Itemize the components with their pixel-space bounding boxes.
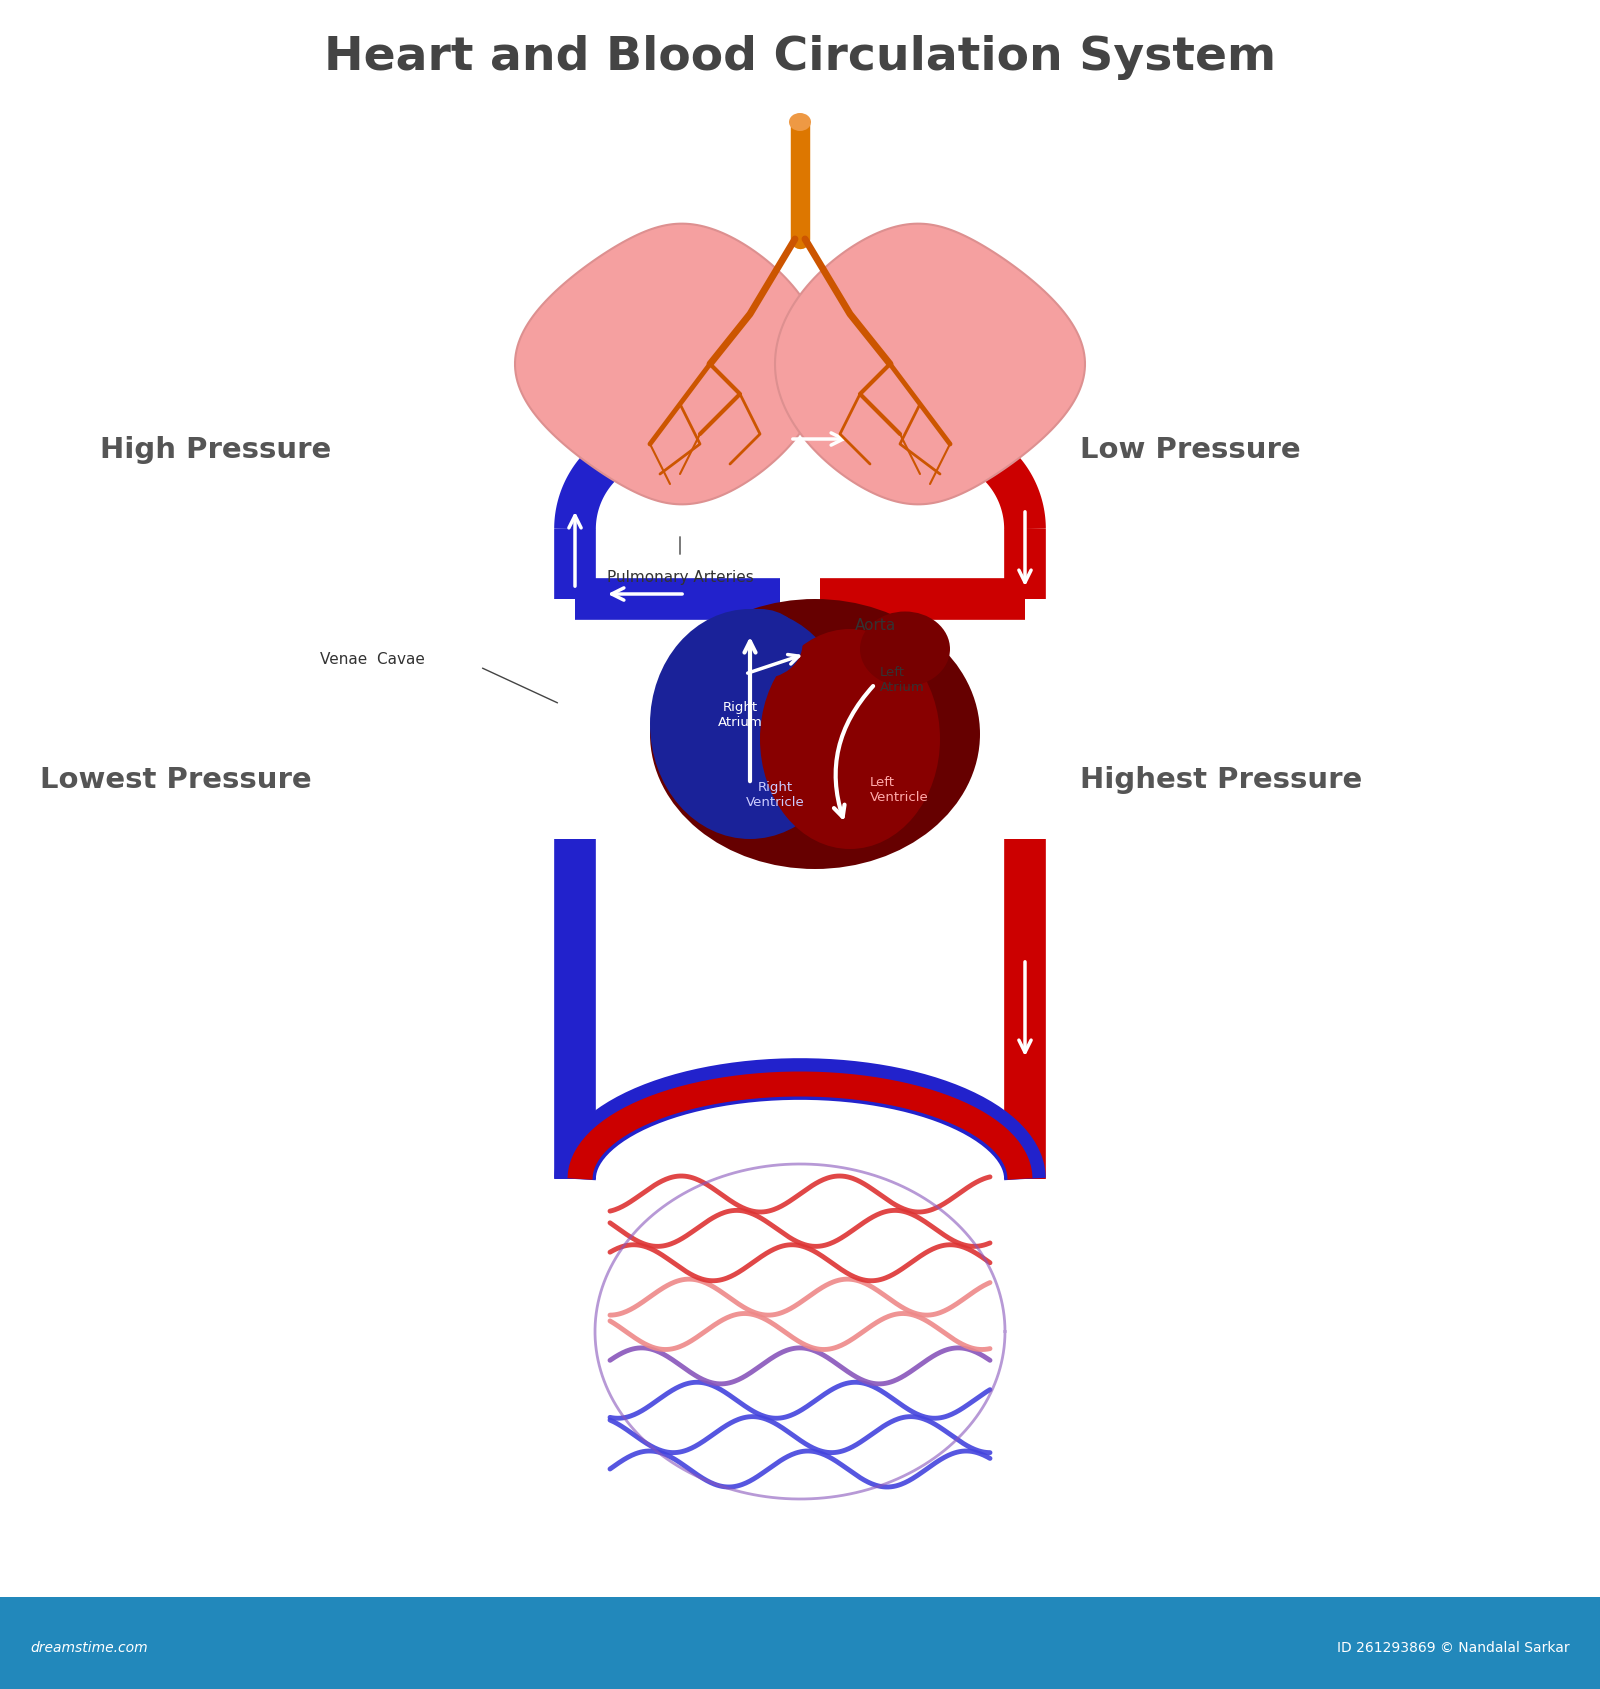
Text: Highest Pressure: Highest Pressure [1080,765,1362,794]
Ellipse shape [717,610,803,679]
Text: dreamstime.com: dreamstime.com [30,1640,147,1654]
Text: Low Pressure: Low Pressure [1080,436,1301,464]
Text: Right
Ventricle: Right Ventricle [746,780,805,809]
Text: Left
Atrium: Left Atrium [880,665,925,694]
Text: ID 261293869 © Nandalal Sarkar: ID 261293869 © Nandalal Sarkar [1338,1640,1570,1654]
Polygon shape [774,225,1085,505]
Text: High Pressure: High Pressure [101,436,331,464]
Ellipse shape [650,600,979,870]
Text: Right
Atrium: Right Atrium [718,701,762,728]
Polygon shape [515,225,826,505]
Text: Heart and Blood Circulation System: Heart and Blood Circulation System [323,35,1277,79]
Text: Pulmonary Arteries: Pulmonary Arteries [606,569,754,584]
Ellipse shape [760,630,941,850]
Bar [0,1598,1600,1689]
Text: Aorta: Aorta [854,616,896,632]
Text: Lowest Pressure: Lowest Pressure [40,765,312,794]
Text: Left
Ventricle: Left Ventricle [870,775,928,804]
Ellipse shape [789,113,811,132]
Ellipse shape [861,611,950,687]
Text: Venae  Cavae: Venae Cavae [320,652,426,667]
Ellipse shape [650,610,850,839]
